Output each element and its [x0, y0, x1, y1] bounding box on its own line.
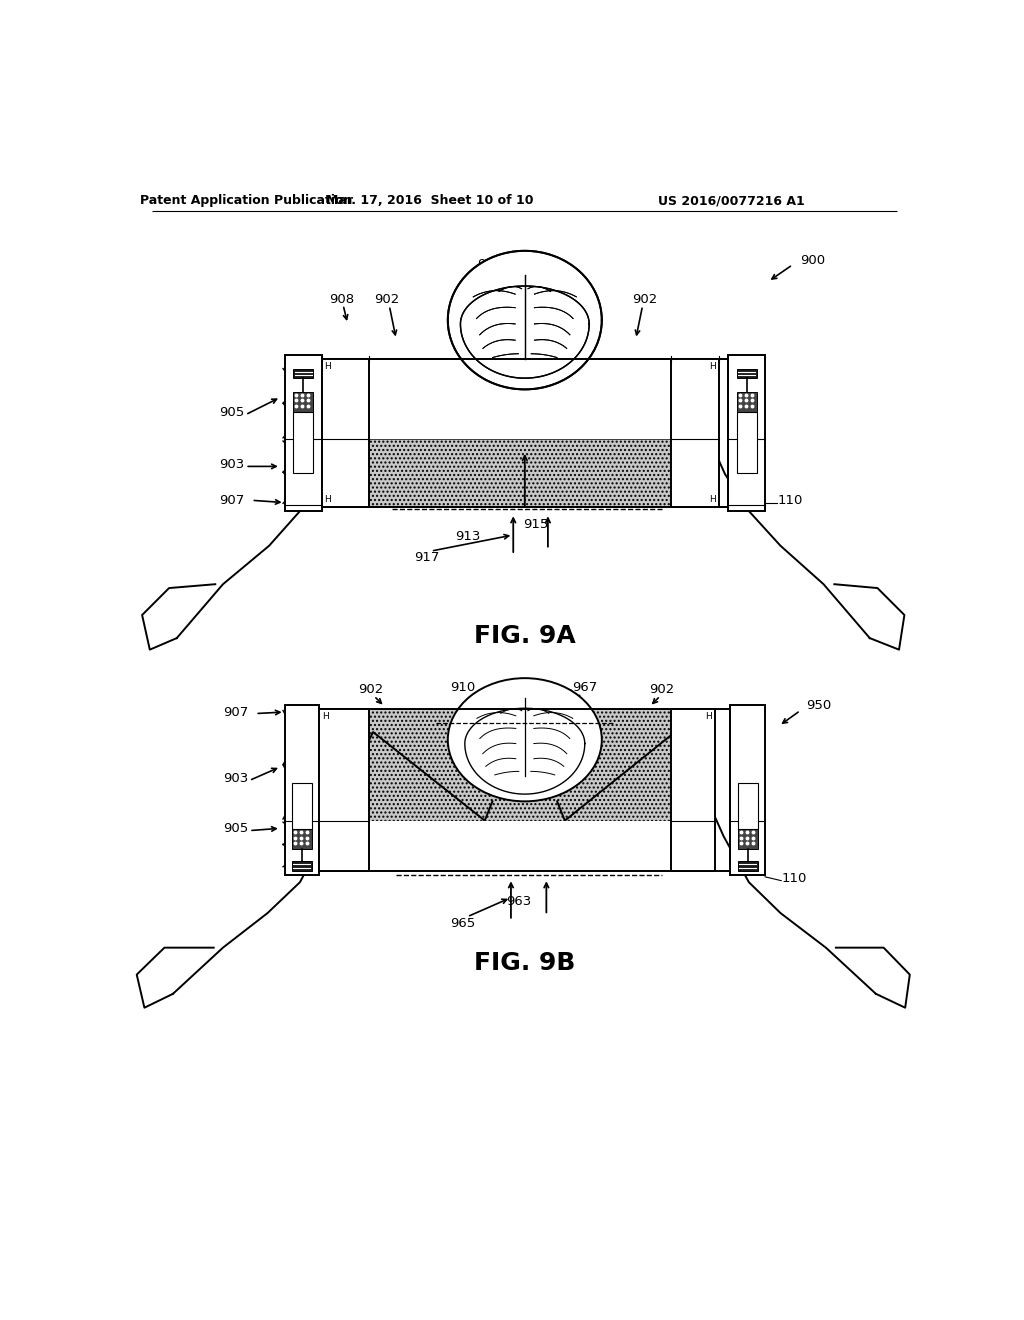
Bar — [293, 412, 313, 474]
Bar — [730, 705, 765, 874]
Bar — [285, 705, 319, 874]
Bar — [293, 392, 313, 412]
Text: 907: 907 — [219, 494, 245, 507]
Bar — [322, 359, 728, 507]
Text: H: H — [325, 362, 331, 371]
Bar — [319, 709, 370, 871]
Bar — [737, 829, 758, 849]
Text: 908: 908 — [329, 293, 354, 306]
Text: Patent Application Publication: Patent Application Publication — [140, 194, 352, 207]
Text: H: H — [710, 362, 716, 371]
Bar — [293, 368, 313, 378]
Bar — [292, 829, 312, 849]
Text: H: H — [322, 713, 329, 721]
Text: 963: 963 — [506, 895, 531, 908]
Text: FIG. 9B: FIG. 9B — [474, 950, 575, 975]
Text: H: H — [710, 495, 716, 504]
Text: H: H — [706, 713, 713, 721]
Text: 967: 967 — [572, 681, 597, 694]
Bar — [736, 368, 757, 378]
Bar — [737, 862, 758, 871]
Text: 910: 910 — [451, 681, 476, 694]
Text: Mar. 17, 2016  Sheet 10 of 10: Mar. 17, 2016 Sheet 10 of 10 — [326, 194, 534, 207]
Bar — [370, 821, 671, 871]
Text: 917: 917 — [415, 550, 439, 564]
Text: 913: 913 — [455, 529, 480, 543]
Text: 965: 965 — [451, 916, 476, 929]
Text: 902: 902 — [632, 293, 657, 306]
Bar — [319, 709, 730, 871]
Text: 915: 915 — [523, 517, 549, 531]
Bar — [671, 709, 715, 871]
Bar — [736, 392, 757, 412]
Text: 110: 110 — [781, 871, 807, 884]
Bar — [737, 783, 758, 829]
Text: 902: 902 — [649, 684, 675, 696]
Bar — [285, 355, 322, 511]
Text: FIG. 9A: FIG. 9A — [474, 624, 575, 648]
Ellipse shape — [447, 251, 602, 389]
Bar — [736, 412, 757, 474]
Text: 900: 900 — [801, 255, 825, 268]
Bar — [292, 862, 312, 871]
Text: 907: 907 — [223, 706, 249, 719]
Ellipse shape — [447, 678, 602, 801]
Text: 905: 905 — [219, 407, 245, 418]
Text: 903: 903 — [219, 458, 245, 471]
Text: 950: 950 — [807, 698, 831, 711]
Text: 905: 905 — [223, 822, 249, 834]
Text: 902: 902 — [375, 293, 399, 306]
Bar — [322, 359, 728, 507]
Bar — [322, 359, 370, 507]
Bar — [292, 783, 312, 829]
Text: 903: 903 — [223, 772, 249, 785]
Text: 910: 910 — [477, 259, 502, 271]
Bar — [671, 359, 719, 507]
Bar — [370, 440, 671, 507]
Text: H: H — [325, 495, 331, 504]
Bar — [370, 709, 671, 821]
Bar — [370, 359, 671, 440]
Text: 902: 902 — [358, 684, 383, 696]
Bar — [728, 355, 765, 511]
Text: 110: 110 — [777, 494, 803, 507]
Text: US 2016/0077216 A1: US 2016/0077216 A1 — [657, 194, 805, 207]
